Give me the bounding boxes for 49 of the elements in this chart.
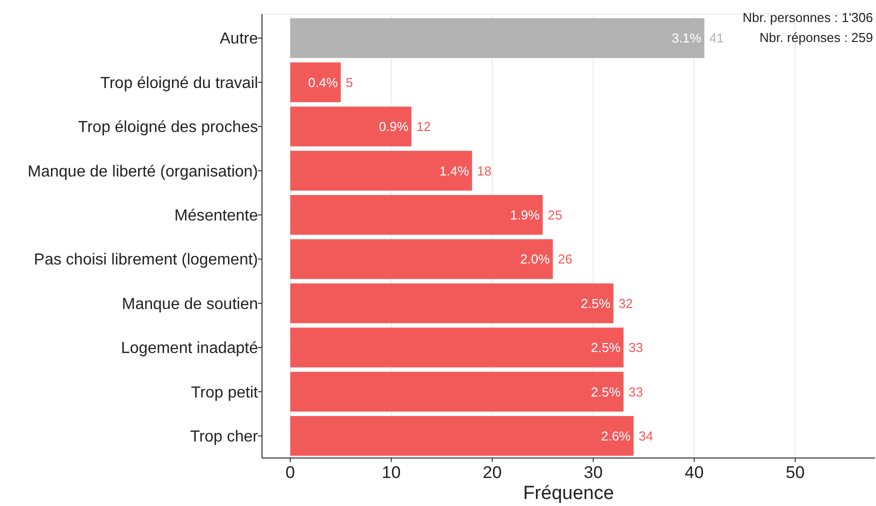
y-tick-label: Mésentente — [174, 208, 258, 224]
annotation: 0.9% — [378, 119, 409, 134]
x-tick-label: 40 — [684, 463, 704, 482]
data-label: 41 — [709, 30, 724, 46]
annotation: 1.4% — [439, 163, 470, 178]
annotation: 0.4% — [308, 74, 338, 90]
bar — [290, 372, 624, 412]
data-label: 25 — [548, 207, 562, 222]
bar — [290, 18, 704, 58]
y-tick-label: Manque de soutien — [122, 296, 258, 313]
x-tick-label: 30 — [584, 463, 603, 482]
annotation: 2.5% — [590, 340, 621, 356]
y-tick-label: Trop éloigné du travail — [100, 74, 258, 92]
data-label: 34 — [638, 428, 654, 444]
y-tick-label: Manque de liberté (organisation) — [28, 163, 258, 180]
annotation: 2.5% — [580, 296, 611, 311]
data-label: 33 — [628, 384, 644, 400]
annotation: Nbr. réponses : 259 — [760, 30, 873, 45]
bar — [290, 195, 543, 235]
y-tick-label: Trop cher — [190, 428, 259, 446]
bar — [290, 239, 553, 279]
annotation: 3.1% — [672, 30, 702, 46]
x-tick-label: 0 — [286, 463, 296, 482]
x-tick-label: 20 — [482, 463, 502, 482]
x-tick-label: 50 — [786, 463, 805, 482]
y-tick-label: Pas choisi librement (logement) — [34, 252, 258, 269]
y-tick-label: Trop petit — [191, 384, 259, 402]
data-label: 18 — [477, 163, 492, 178]
bar — [290, 106, 412, 146]
annotation: 2.0% — [520, 252, 550, 267]
annotation: 2.6% — [600, 428, 632, 444]
annotation: Nbr. personnes : 1'306 — [742, 10, 873, 25]
bar — [290, 150, 472, 191]
annotation: 2.5% — [590, 384, 621, 400]
bar — [290, 62, 341, 102]
data-label: 32 — [618, 296, 633, 311]
annotation: 1.9% — [510, 207, 540, 222]
data-label: 5 — [346, 74, 354, 90]
bar — [290, 328, 624, 368]
bar — [290, 283, 614, 324]
data-label: 12 — [416, 119, 431, 134]
data-label: 26 — [558, 252, 572, 267]
y-tick-label: Trop éloigné des proches — [78, 119, 258, 136]
x-tick-label: 10 — [382, 463, 401, 482]
bar — [290, 416, 634, 456]
y-tick-label: Logement inadapté — [121, 340, 258, 358]
data-label: 33 — [628, 340, 644, 356]
y-tick-label: Autre — [220, 30, 258, 48]
x-axis-title: Fréquence — [523, 483, 614, 504]
